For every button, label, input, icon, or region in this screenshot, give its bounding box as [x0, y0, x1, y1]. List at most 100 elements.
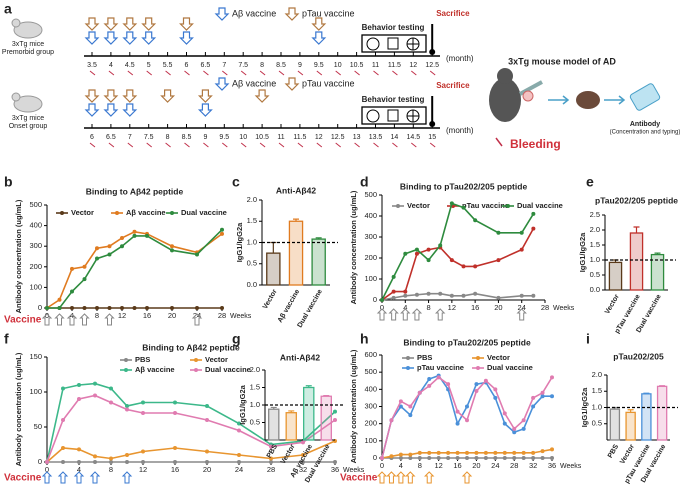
y-tick-label: 1.0 [247, 237, 257, 246]
x-axis-label: Weeks [230, 313, 252, 320]
antibody-note: (Concentration and typing) [610, 130, 681, 136]
vaccine-arrow [386, 471, 397, 484]
data-point [550, 456, 554, 460]
data-point [502, 411, 507, 416]
data-point [170, 306, 174, 310]
vaccine-arrow [395, 471, 407, 484]
timeline-label: 14.5 [406, 134, 420, 141]
data-point [502, 456, 507, 460]
bar [266, 252, 281, 286]
data-point [220, 231, 224, 236]
bleed-mark [240, 142, 247, 148]
data-point [408, 456, 413, 460]
panel-letter: f [4, 331, 9, 347]
vaccine-arrow [122, 31, 138, 45]
data-point [333, 409, 337, 414]
data-point [531, 395, 536, 400]
data-point [170, 248, 174, 253]
data-point [531, 450, 536, 455]
x-tick-label: Dual vaccine [297, 288, 325, 329]
data-point [465, 418, 469, 423]
x-tick-label: 12 [118, 311, 126, 320]
vaccine-arrow [461, 471, 473, 484]
y-tick-label: 1.5 [247, 216, 257, 225]
data-point [427, 456, 432, 460]
y-tick-label: 200 [364, 253, 377, 262]
legend-abeta: Aβ vaccine [232, 78, 276, 88]
behavior-icon [387, 109, 399, 122]
series-line [381, 228, 535, 301]
data-point [45, 306, 49, 310]
data-point [269, 444, 273, 449]
data-point [427, 450, 432, 455]
data-point [521, 426, 526, 431]
legend-marker [170, 211, 174, 215]
vaccine-label: Vaccine [340, 473, 378, 484]
timeline-label: 4.5 [125, 62, 135, 69]
data-point [125, 404, 129, 408]
bleeding-label: Bleeding [510, 137, 561, 151]
mouse-ear [11, 18, 21, 28]
data-point [93, 393, 97, 398]
x-tick-label: 16 [453, 461, 461, 470]
data-point [82, 277, 87, 282]
mouse-icon [13, 95, 43, 113]
x-tick-label: 0 [45, 311, 49, 320]
vaccine-arrow [121, 471, 133, 484]
behavior-label: Behavior testing [362, 23, 425, 32]
bleed-mark [392, 70, 398, 76]
data-point [473, 264, 478, 269]
y-tick-label: 2.0 [592, 370, 602, 379]
data-point [540, 394, 545, 399]
bleed-mark [373, 70, 379, 76]
legend-label: pTau vaccine [462, 201, 509, 210]
group-name: Onset group [9, 123, 48, 130]
y-tick-label: 0 [38, 303, 42, 312]
cells [522, 90, 534, 102]
data-point [398, 456, 403, 460]
timeline-label: 4 [109, 62, 113, 69]
x-axis-label: Weeks [560, 463, 582, 470]
legend-ptau: pTau vaccine [302, 8, 355, 18]
behavior-icon [407, 38, 419, 50]
vaccine-arrow [254, 89, 270, 103]
y-tick-label: 100 [29, 282, 42, 291]
data-point [237, 428, 241, 433]
data-point [77, 397, 81, 401]
data-point [380, 456, 384, 460]
bleed-mark [354, 142, 360, 148]
bleed-mark [108, 142, 115, 148]
chart-title: Binding to Aβ42 peptide [86, 186, 184, 196]
bar [608, 261, 623, 291]
x-tick-label: 24 [518, 303, 526, 312]
vaccine-arrow [400, 308, 411, 321]
legend-marker [476, 366, 480, 370]
data-point [173, 446, 177, 450]
bleed-mark [184, 142, 190, 148]
error-bar [270, 406, 277, 410]
error-bar [315, 237, 322, 240]
sacrifice-label: Sacrifice [436, 9, 470, 18]
vaccine-arrow [122, 89, 138, 103]
data-point [426, 258, 431, 263]
mouse-brain [576, 91, 600, 109]
y-tick-label: 400 [364, 211, 377, 220]
bleed-mark [410, 142, 417, 148]
data-point [446, 382, 451, 387]
data-point [170, 244, 174, 249]
data-point [125, 407, 129, 412]
panel-letter: i [586, 331, 590, 347]
data-point [70, 306, 74, 310]
bar [285, 412, 297, 441]
x-tick-label: 0 [45, 465, 49, 474]
data-point [427, 377, 432, 382]
bleed-mark [108, 70, 115, 76]
bleed-mark [316, 142, 323, 148]
bar [656, 385, 668, 441]
bleed-mark [127, 70, 134, 76]
y-tick-label: 1.0 [250, 400, 260, 409]
chart-title: Anti-Aβ42 [280, 352, 320, 362]
y-tick-label: 200 [364, 419, 377, 428]
data-point [141, 400, 145, 405]
y-tick-label: 600 [364, 350, 377, 359]
